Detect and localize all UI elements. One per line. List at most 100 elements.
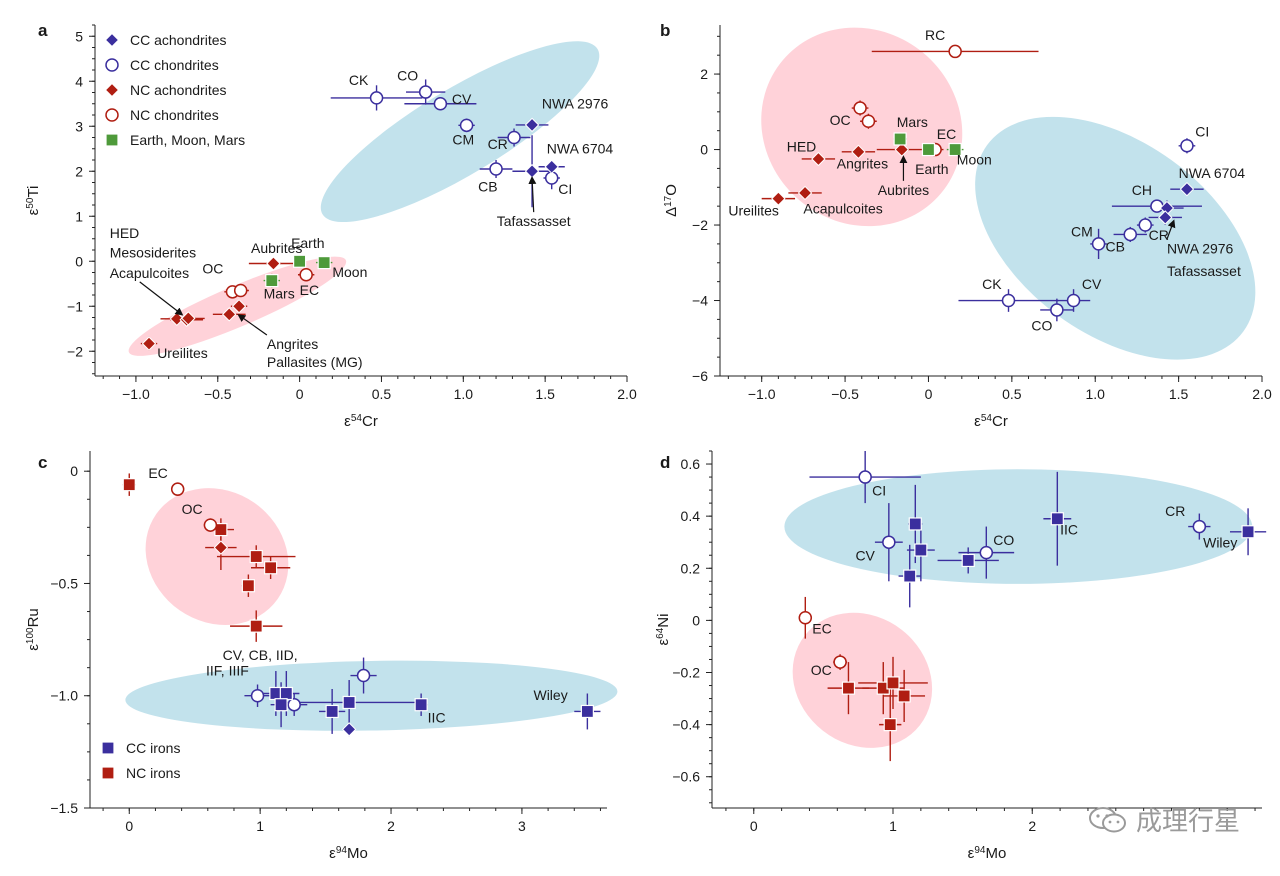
annotation-wiley: Wiley <box>1203 534 1237 550</box>
x-tick-label: −1.0 <box>748 386 776 402</box>
data-point-earth-moon-mars-mars <box>265 274 279 288</box>
annotation-arrow <box>237 314 268 336</box>
data-point-nc-achondrites-acapulcoites <box>181 311 196 326</box>
data-point-earth-moon-mars-moon <box>317 256 331 270</box>
legend-marker-earth-moon-mars <box>105 133 119 147</box>
cc-field-ellipse <box>975 116 1256 360</box>
annotation-arrow <box>528 176 537 213</box>
data-point-nc-irons <box>886 676 900 690</box>
y-tick-label: 0 <box>700 142 708 158</box>
y-tick-label: 3 <box>75 118 83 134</box>
annotation-cb: CB <box>478 179 497 195</box>
data-point-cc-irons <box>914 543 928 557</box>
annotation-earth: Earth <box>291 235 324 251</box>
annotation-co: CO <box>1031 318 1052 334</box>
annotation-mars: Mars <box>897 114 928 130</box>
data-point-nc-irons <box>883 718 897 732</box>
x-tick-label: 1.0 <box>1085 386 1105 402</box>
panel-letter: c <box>38 453 47 472</box>
data-point-cc-chondrites-cb <box>1123 227 1138 242</box>
x-tick-label: 2 <box>1028 818 1036 834</box>
nc-field-ellipse <box>792 612 933 748</box>
y-tick-label: 5 <box>75 28 83 44</box>
annotation-nwa-6704: NWA 6704 <box>547 140 614 156</box>
data-point-nc-chondrites-oc2 <box>861 114 876 128</box>
y-tick-label: 0 <box>70 463 78 479</box>
data-point-nc-achondrites-acapulcoites <box>797 185 813 201</box>
annotation-ec: EC <box>812 620 831 636</box>
y-tick-label: 0.4 <box>681 508 701 524</box>
legend-marker-nc-chondrites <box>105 108 119 122</box>
y-axis-title: ε50Ti <box>25 186 43 216</box>
panel-a: −1.0 −0.5 0 0.5 1.0 1.5 2.0 −2 −1 0 1 2 3 4 5 ε54Cr ε50T… <box>25 21 637 431</box>
x-tick-label: 0.5 <box>1002 386 1022 402</box>
y-tick-label: 0.6 <box>681 456 701 472</box>
data-point-cc-chondrites <box>250 688 265 703</box>
data-point-cc-chondrites-cm <box>1091 237 1106 251</box>
data-point-cc-achondrites-tafassasset <box>524 164 540 179</box>
annotation-cr: CR <box>1149 227 1169 243</box>
legend-marker-nc-irons <box>101 766 115 780</box>
legend-marker-cc-chondrites <box>105 58 119 72</box>
y-tick-label: −0.4 <box>672 717 700 733</box>
y-tick-label: −0.6 <box>672 769 700 785</box>
x-tick-label: 0 <box>125 818 133 834</box>
data-point-cc-chondrites-co <box>979 545 994 560</box>
x-tick-label: 1 <box>889 818 897 834</box>
data-point-earth-moon-mars-mars <box>893 132 907 146</box>
annotation-aubrites: Aubrites <box>878 182 929 198</box>
legend-label-cc-chondrites: CC chondrites <box>130 57 219 73</box>
annotation-ck: CK <box>982 276 1002 292</box>
panel-letter: d <box>660 453 670 472</box>
data-point-cc-chondrites-cv <box>1066 293 1081 308</box>
legend-label-nc-chondrites: NC chondrites <box>130 107 219 123</box>
annotation-acapulcoites: Acapulcoites <box>110 265 189 281</box>
y-axis-title: ε64Ni <box>655 614 673 646</box>
annotation-ci: CI <box>558 181 572 197</box>
annotation-nwa-6704: NWA 6704 <box>1179 165 1246 181</box>
annotation-iif-iiif: IIF, IIIF <box>206 663 249 679</box>
y-tick-label: 4 <box>75 73 83 89</box>
annotation-arrow <box>139 281 184 316</box>
x-tick-label: −0.5 <box>204 386 232 402</box>
data-point-cc-chondrites-ck <box>1001 293 1016 308</box>
legend-label-cc-irons: CC irons <box>126 740 180 756</box>
annotation-nwa-2976: NWA 2976 <box>542 95 609 111</box>
data-point-cc-chondrites-cr <box>507 130 521 145</box>
annotation-tafassasset: Tafassasset <box>1167 263 1241 279</box>
data-point-cc-irons <box>908 517 922 531</box>
data-point-nc-achondrites-ureilites <box>141 336 157 351</box>
x-tick-label: 2 <box>387 818 395 834</box>
data-point-cc-chondrites-cm <box>459 118 474 133</box>
data-point-earth-moon-mars-moon <box>948 142 962 157</box>
x-tick-label: 1.0 <box>454 386 474 402</box>
cc-field-ellipse <box>320 41 600 223</box>
legend-marker-cc-achondrites <box>104 32 120 48</box>
y-tick-label: 2 <box>75 163 83 179</box>
data-point-cc-chondrites-co <box>418 85 433 99</box>
legend-label-cc-achondrites: CC achondrites <box>130 32 227 48</box>
data-point-nc-irons <box>241 579 255 593</box>
annotation-ck: CK <box>349 72 369 88</box>
x-tick-label: −0.5 <box>831 386 859 402</box>
data-point-nc-achondrites-angrites <box>222 307 237 322</box>
x-axis-title: ε54Cr <box>344 413 378 431</box>
annotation-hed: HED <box>787 138 817 154</box>
data-point-cc-irons-wiley <box>580 704 594 719</box>
x-tick-label: −1.0 <box>122 386 150 402</box>
annotation-cv-cb-iid: CV, CB, IID, <box>223 647 298 663</box>
annotation-co: CO <box>993 532 1014 548</box>
data-point-cc-chondrites <box>356 668 371 683</box>
data-point-cc-achondrites <box>341 722 357 737</box>
x-tick-label: 0.5 <box>372 386 392 402</box>
watermark-text: 成理行星 <box>1135 807 1240 837</box>
y-axis-title: ε100Ru <box>25 608 43 651</box>
data-point-nc-achondrites-angrites <box>851 144 866 160</box>
annotation-ec: EC <box>937 126 956 142</box>
data-point-nc-chondrites-ec <box>299 268 313 282</box>
data-point-cc-chondrites <box>287 697 301 712</box>
data-point-cc-chondrites-cv <box>433 97 448 111</box>
legend-marker-cc-irons <box>101 741 115 755</box>
data-point-cc-chondrites-cr <box>1138 218 1153 232</box>
data-point-nc-irons <box>897 689 911 703</box>
